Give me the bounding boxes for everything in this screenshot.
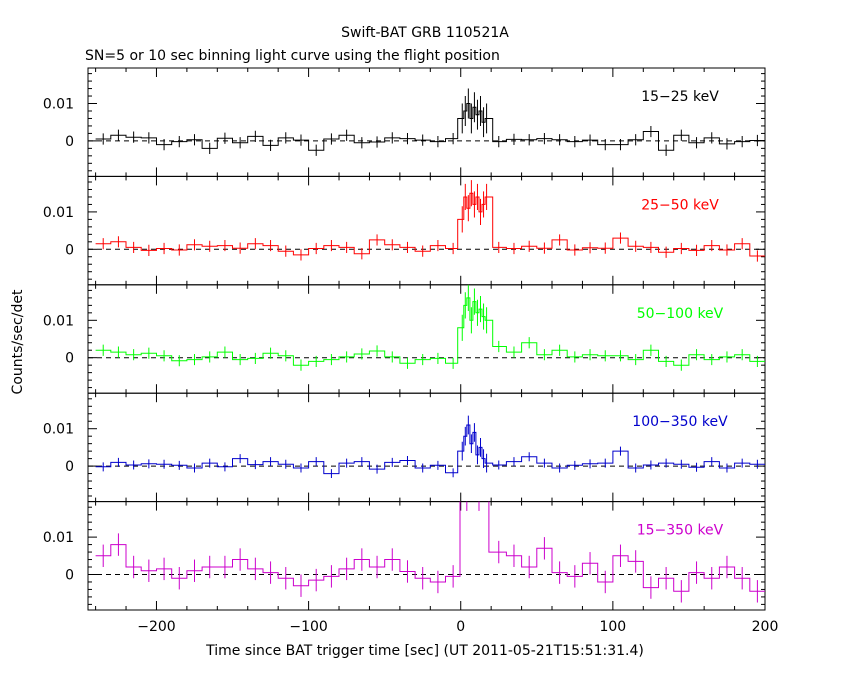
x-axis-title: Time since BAT trigger time [sec] (UT 20… — [205, 643, 644, 659]
y-tick-label: 0.01 — [43, 313, 74, 329]
panel-1: 0 0.01 15−25 keV — [43, 67, 766, 177]
band-label-5: 15−350 keV — [637, 523, 724, 539]
band-label-1: 15−25 keV — [641, 89, 719, 105]
y-tick-label: 0 — [65, 351, 74, 367]
y-tick-label: 0 — [65, 459, 74, 475]
y-tick-label: 0.01 — [43, 422, 74, 438]
y-axis-title: Counts/sec/det — [10, 289, 26, 394]
panels: 0 0.01 15−25 keV 0 0.01 25−50 keV 0 0.01 50−100 … — [43, 67, 779, 635]
series-5-data — [95, 501, 765, 603]
panel-3: 0 0.01 50−100 keV — [43, 284, 766, 394]
chart-title: Swift-BAT GRB 110521A — [341, 25, 509, 41]
series-5-line — [95, 501, 765, 592]
x-tick-label: −200 — [137, 619, 175, 635]
panel-frame — [87, 175, 766, 286]
panel-frame — [87, 284, 766, 394]
panel-frame — [87, 392, 766, 503]
panel-frame — [87, 67, 766, 177]
band-label-2: 25−50 keV — [641, 197, 719, 213]
x-tick-label: 200 — [752, 619, 779, 635]
x-tick-label: 0 — [456, 619, 465, 635]
y-tick-label: 0 — [65, 134, 74, 150]
panel-5: 0 0.01 15−350 keV — [43, 501, 766, 611]
series-3-line — [95, 297, 765, 366]
y-tick-label: 0.01 — [43, 97, 74, 113]
panel-2: 0 0.01 25−50 keV — [43, 175, 766, 286]
y-tick-label: 0 — [65, 242, 74, 258]
series-4-data — [95, 415, 765, 479]
y-tick-label: 0 — [65, 567, 74, 583]
chart-subtitle: SN=5 or 10 sec binning light curve using… — [85, 48, 500, 64]
series-3-data — [95, 284, 765, 371]
band-label-3: 50−100 keV — [637, 306, 724, 322]
series-2-data — [95, 180, 765, 262]
x-tick-label: −100 — [289, 619, 327, 635]
series-1-data — [95, 88, 765, 156]
panel-frame — [87, 501, 766, 611]
y-tick-label: 0.01 — [43, 530, 74, 546]
panel-4: 0 0.01 100−350 keV — [43, 392, 766, 503]
series-1-line — [95, 103, 765, 151]
y-tick-label: 0.01 — [43, 205, 74, 221]
x-tick-label: 100 — [599, 619, 626, 635]
band-label-4: 100−350 keV — [632, 414, 728, 430]
